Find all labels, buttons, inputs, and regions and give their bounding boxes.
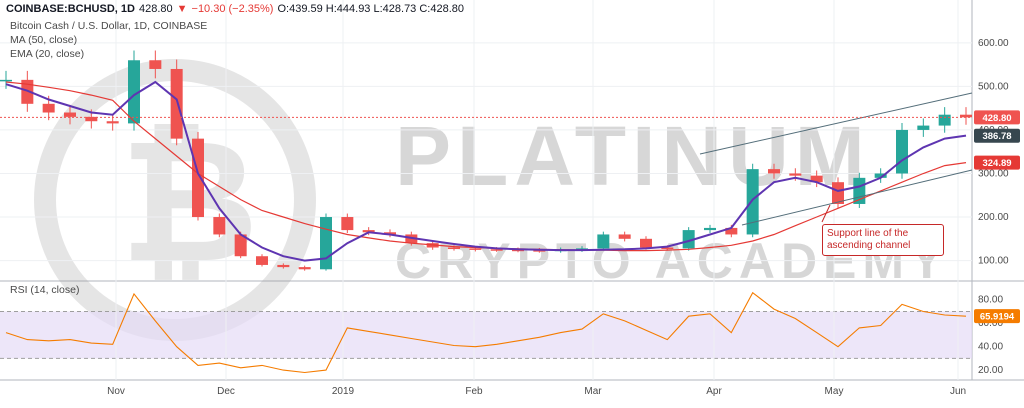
candle-body	[597, 234, 610, 249]
down-arrow-icon: ▼	[176, 3, 188, 15]
level-tag-text-ema20: 386.78	[982, 131, 1011, 142]
candle-body	[832, 182, 844, 204]
candle-body	[789, 173, 802, 176]
candle-body	[256, 256, 268, 265]
price-change: −10.30 (−2.35%)	[191, 3, 274, 15]
ema-legend: EMA (20, close)	[10, 48, 85, 60]
x-tick-label: May	[825, 386, 844, 397]
candle-body	[64, 112, 76, 117]
ema-20-line	[5, 80, 967, 262]
candle-body	[938, 114, 951, 126]
candle-body	[277, 264, 290, 268]
candle-body	[874, 173, 887, 178]
rsi-tick-label: 80.00	[978, 295, 1003, 306]
chart-title: Bitcoin Cash / U.S. Dollar, 1D, COINBASE	[10, 20, 208, 32]
channel-resistance-line	[699, 92, 973, 155]
candle-body	[85, 116, 98, 122]
ma-legend: MA (50, close)	[10, 34, 78, 46]
rsi-legend: RSI (14, close)	[10, 284, 80, 296]
symbol-label: COINBASE:BCHUSD, 1D	[6, 3, 135, 15]
candle-body	[746, 169, 759, 235]
watermark-line1: PLATINUM	[395, 109, 871, 203]
candle-body	[42, 103, 55, 113]
candle-body	[298, 267, 311, 270]
y-tick-label: 500.00	[978, 81, 1009, 92]
x-tick-label: Jun	[950, 386, 966, 397]
level-tag-ema20	[974, 128, 1020, 143]
x-tick-label: 2019	[332, 386, 355, 397]
y-tick-label: 200.00	[978, 212, 1009, 223]
y-tick-label: 300.00	[978, 168, 1009, 179]
candle-body	[490, 249, 503, 251]
candle-body	[384, 232, 396, 235]
candle-body	[170, 68, 183, 139]
ohlc-values: O:439.59 H:444.93 L:428.73 C:428.80	[277, 3, 465, 15]
candle-body	[640, 238, 652, 248]
candle-body	[768, 169, 780, 174]
rsi-value-text: 65.9194	[980, 312, 1015, 323]
candle-body	[192, 138, 204, 218]
candle-body	[234, 234, 247, 257]
candle-body	[341, 217, 354, 231]
level-tag-ma50	[974, 155, 1020, 170]
candle-body	[448, 247, 460, 250]
candle-body	[149, 60, 162, 69]
watermark-bitcoin-icon: ₿	[120, 107, 259, 297]
candle-body	[21, 79, 34, 104]
candle-body	[725, 227, 738, 235]
y-tick-label: 600.00	[978, 38, 1009, 49]
x-tick-label: Mar	[584, 386, 602, 397]
x-tick-label: Apr	[706, 386, 722, 397]
candle-body	[533, 250, 546, 252]
candle-body	[512, 249, 524, 252]
rsi-value-tag	[974, 309, 1020, 324]
last-price: 428.80	[138, 3, 173, 15]
rsi-tick-label: 40.00	[978, 342, 1003, 353]
rsi-tick-label: 20.00	[978, 365, 1003, 376]
candle-body	[661, 247, 674, 250]
callout-pointer	[821, 204, 831, 223]
support-annotation: Support line of the ascending channel	[822, 224, 944, 256]
candle-body	[896, 129, 908, 174]
candle-body	[469, 248, 482, 250]
level-tag-text-last: 428.80	[982, 113, 1011, 124]
x-tick-label: Nov	[107, 386, 125, 397]
level-tag-text-ma50: 324.89	[982, 158, 1011, 169]
rsi-band	[0, 311, 972, 359]
candle-body	[917, 125, 930, 130]
candle-body	[960, 114, 972, 118]
rsi-tick-label: 60.00	[978, 318, 1003, 329]
candle-body	[682, 230, 695, 249]
chart-header: COINBASE:BCHUSD, 1D 428.80 ▼ −10.30 (−2.…	[6, 3, 464, 15]
candle-body	[0, 79, 12, 82]
candle-body	[320, 217, 332, 270]
x-tick-label: Feb	[465, 386, 483, 397]
grid	[0, 0, 972, 380]
channel-support-line	[741, 169, 973, 226]
candle-body	[810, 175, 823, 183]
candle-body	[704, 227, 716, 231]
y-tick-label: 100.00	[978, 256, 1009, 267]
level-tags: 428.80 386.78 324.89 65.9194	[974, 110, 1020, 324]
level-tag-last	[974, 110, 1020, 125]
candle-body	[128, 60, 140, 124]
candle-body	[106, 121, 119, 124]
rsi-line	[5, 291, 967, 374]
candle-body	[362, 230, 375, 233]
x-tick-label: Dec	[217, 386, 235, 397]
candle-body	[618, 234, 631, 239]
candle-body	[213, 217, 226, 235]
